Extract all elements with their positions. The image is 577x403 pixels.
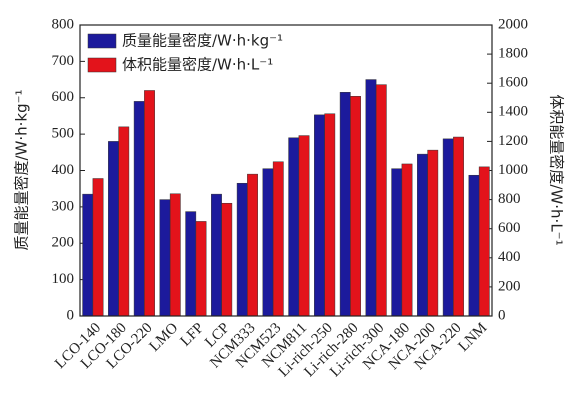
bar bbox=[478, 166, 490, 317]
y-tick-label: 700 bbox=[52, 53, 75, 69]
bar bbox=[442, 138, 454, 317]
bar bbox=[272, 161, 284, 317]
y-tick-label: 200 bbox=[52, 235, 75, 251]
bar bbox=[298, 135, 310, 317]
bar bbox=[247, 173, 258, 317]
bar bbox=[169, 193, 181, 317]
legend-swatch bbox=[87, 33, 117, 49]
bar bbox=[211, 193, 222, 317]
bar bbox=[144, 90, 155, 317]
y2-tick-label: 1400 bbox=[498, 104, 528, 120]
bar bbox=[288, 137, 300, 317]
y-tick-label: 500 bbox=[52, 126, 75, 142]
y2-tick-label: 1000 bbox=[498, 162, 528, 178]
bar bbox=[133, 101, 145, 317]
bar bbox=[236, 182, 248, 317]
y2-tick-label: 400 bbox=[498, 249, 521, 265]
x-tick-label: LMO bbox=[146, 320, 181, 355]
y-tick-label: 800 bbox=[52, 16, 75, 32]
y-axis-title: 质量能量密度/W·h·kg⁻¹ bbox=[13, 89, 31, 250]
y2-tick-label: 0 bbox=[498, 307, 506, 323]
legend-label: 体积能量密度/W·h·L⁻¹ bbox=[122, 56, 273, 74]
y-tick-label: 100 bbox=[52, 271, 75, 287]
y2-tick-label: 2000 bbox=[498, 16, 528, 32]
y2-tick-label: 1600 bbox=[498, 75, 528, 91]
plot-frame bbox=[79, 24, 493, 317]
bar bbox=[159, 199, 171, 317]
bar bbox=[118, 126, 130, 317]
y2-axis-title: 体积能量密度/W·h·L⁻¹ bbox=[548, 94, 566, 245]
bar bbox=[417, 153, 428, 317]
bar bbox=[427, 149, 439, 317]
y-tick-label: 400 bbox=[52, 162, 75, 178]
bar bbox=[391, 168, 403, 317]
y2-tick-label: 600 bbox=[498, 220, 521, 236]
x-tick-label: LFP bbox=[178, 320, 208, 350]
y2-tick-label: 200 bbox=[498, 278, 521, 294]
bar bbox=[468, 174, 480, 317]
bar bbox=[339, 92, 351, 317]
y-tick-label: 600 bbox=[52, 89, 75, 105]
bar bbox=[185, 211, 197, 317]
bar bbox=[262, 168, 274, 317]
y2-tick-label: 1800 bbox=[498, 46, 528, 62]
x-tick-label: LNM bbox=[455, 320, 490, 355]
legend-swatch bbox=[87, 57, 117, 73]
bar bbox=[324, 113, 336, 317]
bar bbox=[350, 96, 361, 317]
bar bbox=[92, 178, 104, 317]
y2-tick-label: 1200 bbox=[498, 133, 528, 149]
bar bbox=[108, 141, 119, 317]
y2-tick-label: 800 bbox=[498, 191, 521, 207]
bar bbox=[314, 114, 325, 317]
y-tick-label: 300 bbox=[52, 198, 75, 214]
bar bbox=[82, 193, 94, 317]
y-tick-label: 0 bbox=[67, 307, 75, 323]
legend-label: 质量能量密度/W·h·kg⁻¹ bbox=[122, 32, 283, 50]
bar bbox=[365, 79, 377, 317]
bar bbox=[195, 221, 207, 317]
bar bbox=[375, 84, 387, 317]
bar bbox=[221, 202, 233, 317]
bar bbox=[401, 163, 413, 317]
bar bbox=[453, 136, 464, 317]
